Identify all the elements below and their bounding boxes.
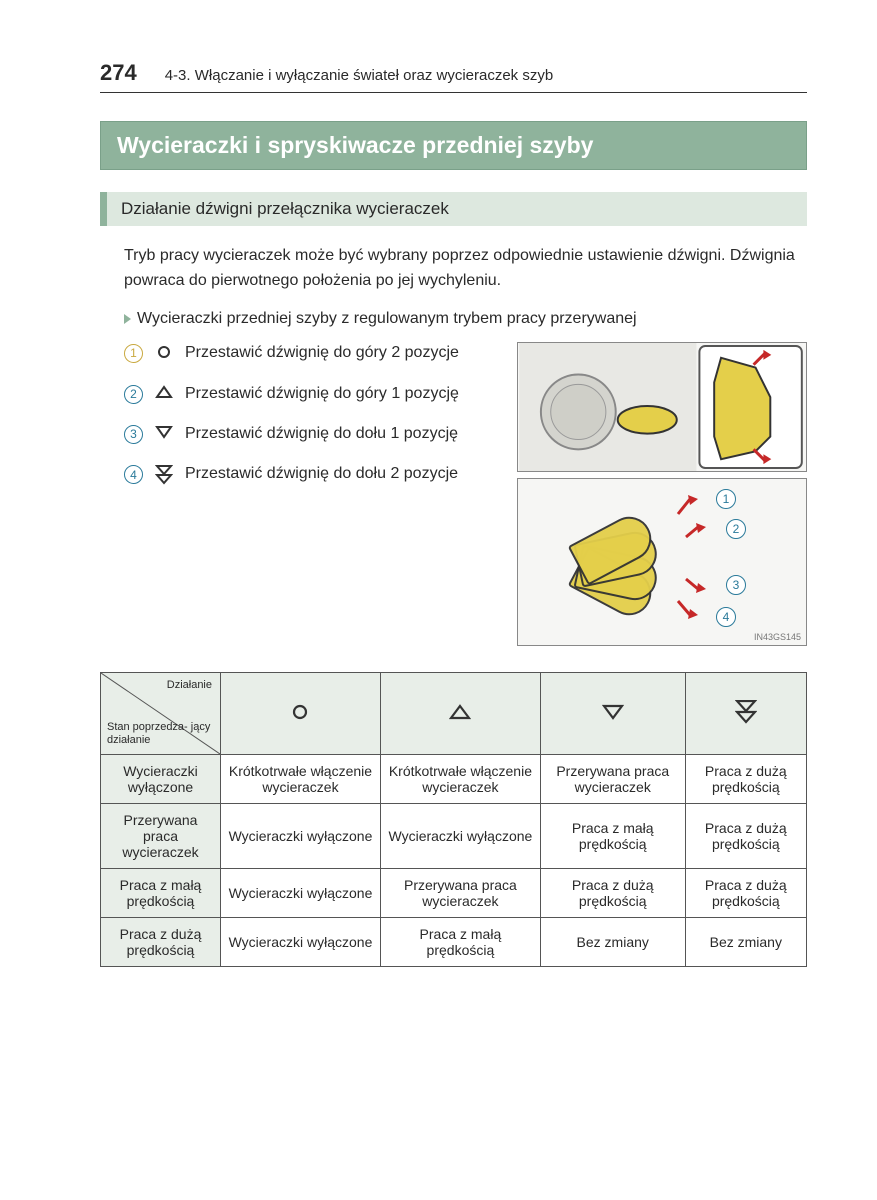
table-cell: Praca z dużą prędkością (685, 868, 806, 917)
op-text-3: Przestawić dźwignię do dołu 1 pozycję (185, 423, 458, 445)
op-item-2: 2 Przestawić dźwignię do góry 1 pozycję (124, 383, 503, 405)
table-cell: Praca z dużą prędkością (685, 754, 806, 803)
circle-icon (153, 344, 175, 365)
table-cell: Krótkotrwałe włączenie wycieraczek (380, 754, 540, 803)
page-number: 274 (100, 60, 137, 86)
bullet-text: Wycieraczki przedniej szyby z regulowany… (137, 310, 637, 328)
table-row: Wycieraczki wyłączone Krótkotrwałe włącz… (101, 754, 807, 803)
diag-top-label: Działanie (167, 679, 212, 692)
fig-label-2-icon: 2 (726, 519, 746, 539)
figure-dashboard (517, 342, 807, 472)
header-section-text: 4-3. Włączanie i wyłączanie świateł oraz… (165, 67, 553, 84)
triangle-up-icon (153, 385, 175, 404)
table-cell: Przerywana praca wycieraczek (540, 754, 685, 803)
figures-column: 1 2 3 4 IN43GS145 (517, 342, 807, 652)
table-row: Przerywana praca wycieraczek Wycieraczki… (101, 803, 807, 868)
diag-bot-label: Stan poprzedza- jący działanie (107, 721, 220, 747)
double-triangle-down-icon (153, 465, 175, 490)
subsection-heading: Działanie dźwigni przełącznika wycieracz… (100, 192, 807, 226)
row-head: Wycieraczki wyłączone (101, 754, 221, 803)
op-item-1: 1 Przestawić dźwignię do góry 2 pozycje (124, 342, 503, 365)
fig-label-1-icon: 1 (716, 489, 736, 509)
table-cell: Bez zmiany (540, 917, 685, 966)
figure-code: IN43GS145 (754, 632, 801, 642)
wiper-mode-table: Działanie Stan poprzedza- jący działanie… (100, 672, 807, 967)
op-item-4: 4 Przestawić dźwignię do dołu 2 pozycje (124, 463, 503, 490)
table-cell: Wycieraczki wyłączone (221, 917, 381, 966)
fig-label-3-icon: 3 (726, 575, 746, 595)
col-head-triangle-down-icon (540, 672, 685, 754)
operations-list: 1 Przestawić dźwignię do góry 2 pozycje … (124, 342, 503, 652)
op-text-4: Przestawić dźwignię do dołu 2 pozycje (185, 463, 458, 485)
figure-lever-positions: 1 2 3 4 IN43GS145 (517, 478, 807, 646)
op-text-2: Przestawić dźwignię do góry 1 pozycję (185, 383, 459, 405)
bullet-line: Wycieraczki przedniej szyby z regulowany… (124, 310, 807, 328)
fig-label-4-icon: 4 (716, 607, 736, 627)
op-text-1: Przestawić dźwignię do góry 2 pozycje (185, 342, 459, 364)
table-cell: Praca z dużą prędkością (540, 868, 685, 917)
table-cell: Praca z małą prędkością (540, 803, 685, 868)
table-cell: Wycieraczki wyłączone (221, 868, 381, 917)
table-diagonal-header: Działanie Stan poprzedza- jący działanie (101, 672, 221, 754)
step-number-1-icon: 1 (124, 344, 143, 363)
table-row: Praca z dużą prędkością Wycieraczki wyłą… (101, 917, 807, 966)
table-cell: Praca z małą prędkością (380, 917, 540, 966)
intro-paragraph: Tryb pracy wycieraczek może być wybrany … (124, 244, 807, 294)
col-head-double-down-icon (685, 672, 806, 754)
col-head-triangle-up-icon (380, 672, 540, 754)
col-head-circle-icon (221, 672, 381, 754)
table-cell: Wycieraczki wyłączone (380, 803, 540, 868)
page-title: Wycieraczki i spryskiwacze przedniej szy… (100, 121, 807, 170)
table-cell: Przerywana praca wycieraczek (380, 868, 540, 917)
row-head: Praca z dużą prędkością (101, 917, 221, 966)
triangle-bullet-icon (124, 314, 131, 324)
table-cell: Praca z dużą prędkością (685, 803, 806, 868)
step-number-4-icon: 4 (124, 465, 143, 484)
page-header: 274 4-3. Włączanie i wyłączanie świateł … (100, 60, 807, 93)
op-item-3: 3 Przestawić dźwignię do dołu 1 pozycję (124, 423, 503, 445)
row-head: Praca z małą prędkością (101, 868, 221, 917)
triangle-down-icon (153, 425, 175, 444)
table-cell: Krótkotrwałe włączenie wycieraczek (221, 754, 381, 803)
step-number-2-icon: 2 (124, 385, 143, 404)
step-number-3-icon: 3 (124, 425, 143, 444)
row-head: Przerywana praca wycieraczek (101, 803, 221, 868)
table-cell: Bez zmiany (685, 917, 806, 966)
table-cell: Wycieraczki wyłączone (221, 803, 381, 868)
table-row: Praca z małą prędkością Wycieraczki wyłą… (101, 868, 807, 917)
